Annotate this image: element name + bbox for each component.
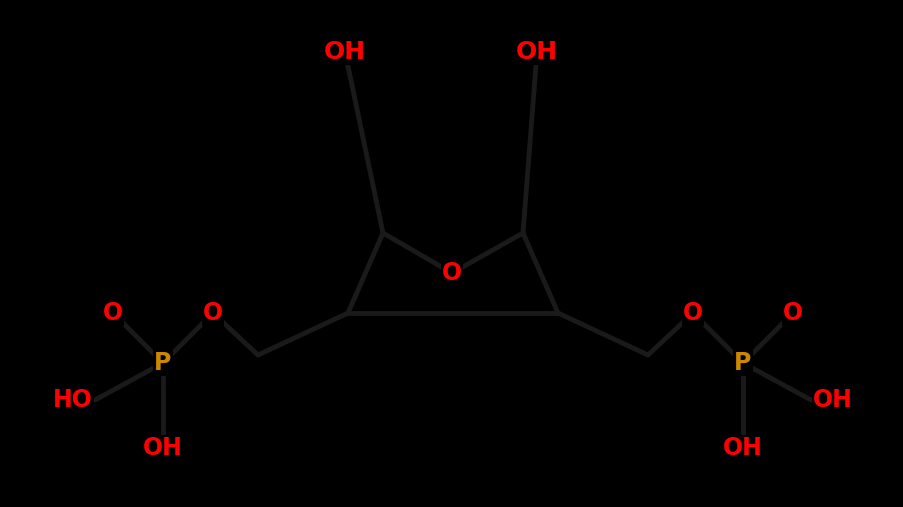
Text: O: O [682, 301, 703, 325]
Text: OH: OH [143, 436, 182, 460]
Text: O: O [442, 261, 461, 285]
Text: O: O [202, 301, 223, 325]
Text: P: P [154, 351, 172, 375]
Text: OH: OH [516, 40, 557, 64]
Text: P: P [733, 351, 751, 375]
Text: O: O [103, 301, 123, 325]
Text: OH: OH [323, 40, 366, 64]
Text: O: O [782, 301, 802, 325]
Text: OH: OH [812, 388, 852, 412]
Text: HO: HO [53, 388, 93, 412]
Text: OH: OH [722, 436, 762, 460]
